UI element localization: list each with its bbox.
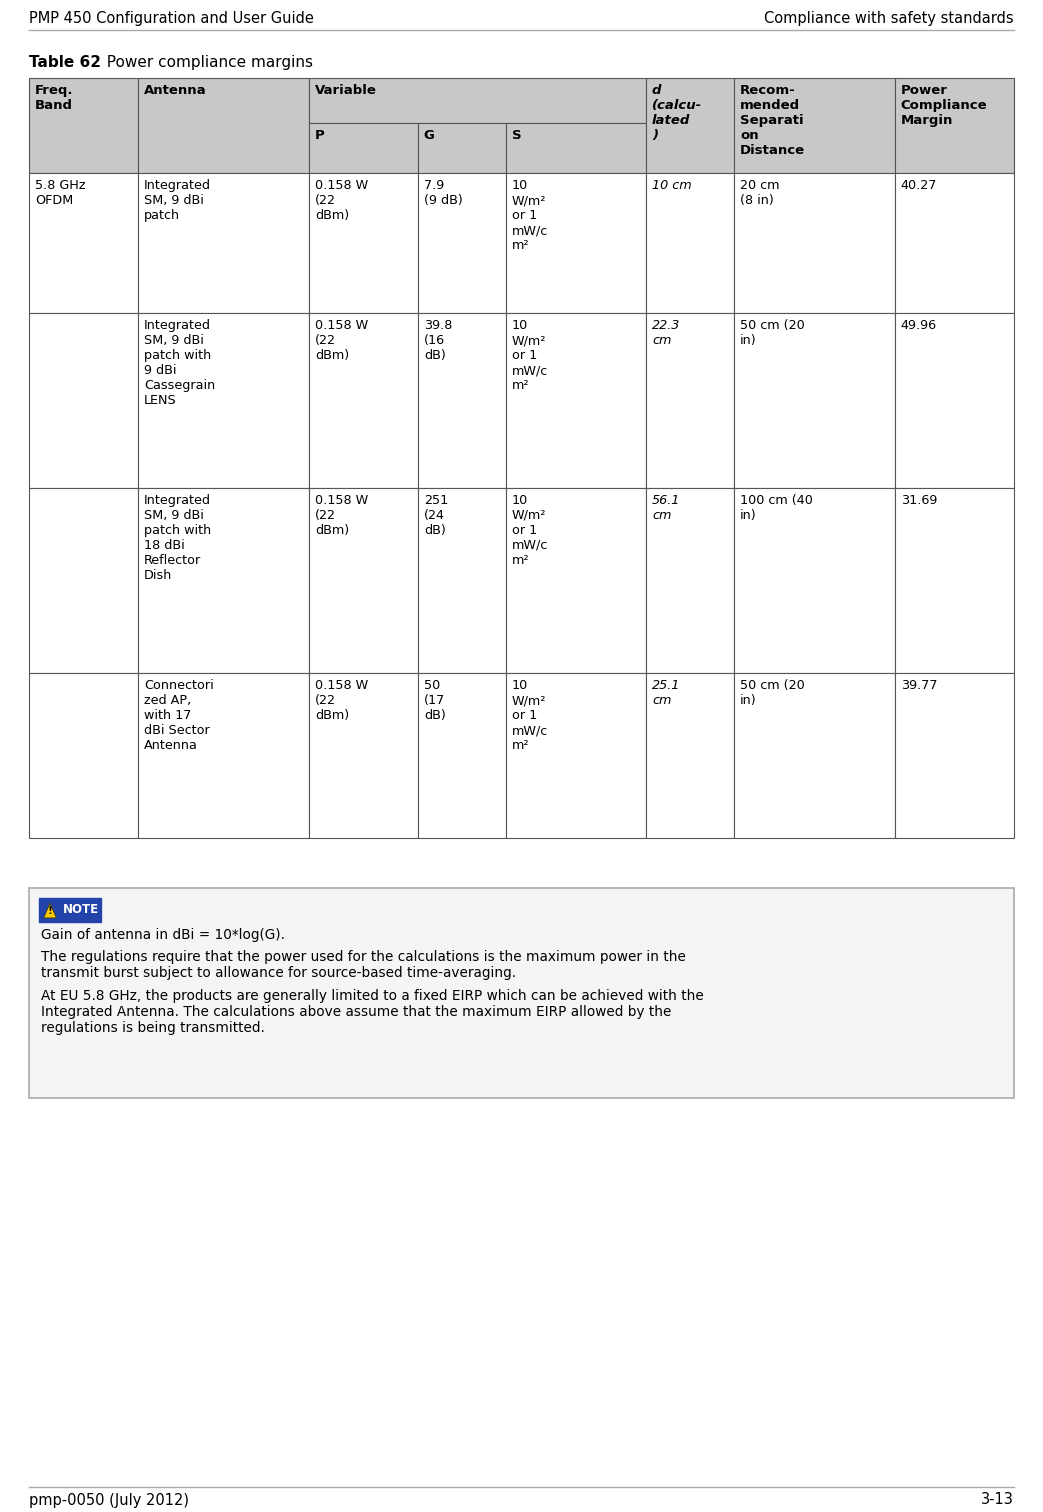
- Polygon shape: [44, 903, 56, 918]
- Text: 10
W/m²
or 1
mW/c
m²: 10 W/m² or 1 mW/c m²: [512, 319, 549, 392]
- Text: !: !: [48, 906, 52, 916]
- Bar: [309, 79, 646, 122]
- Text: Power
Compliance
Margin: Power Compliance Margin: [901, 85, 988, 127]
- Bar: [895, 313, 1014, 488]
- Bar: [734, 172, 895, 313]
- Text: 0.158 W
(22
dBm): 0.158 W (22 dBm): [315, 319, 368, 361]
- Text: 100 cm (40
in): 100 cm (40 in): [741, 494, 812, 522]
- Bar: [646, 488, 734, 673]
- Text: 50
(17
dB): 50 (17 dB): [423, 679, 445, 723]
- Text: 56.1
cm: 56.1 cm: [652, 494, 680, 522]
- Text: 10
W/m²
or 1
mW/c
m²: 10 W/m² or 1 mW/c m²: [512, 679, 549, 751]
- Text: 251
(24
dB): 251 (24 dB): [423, 494, 448, 537]
- Bar: [418, 172, 506, 313]
- Text: 25.1
cm: 25.1 cm: [652, 679, 680, 708]
- Text: 5.8 GHz
OFDM: 5.8 GHz OFDM: [35, 178, 86, 207]
- Bar: [29, 172, 138, 313]
- Bar: [646, 172, 734, 313]
- Text: Compliance with safety standards: Compliance with safety standards: [765, 12, 1014, 27]
- Text: pmp-0050 (July 2012): pmp-0050 (July 2012): [29, 1492, 189, 1507]
- Bar: [309, 488, 418, 673]
- Bar: [734, 313, 895, 488]
- Text: 22.3
cm: 22.3 cm: [652, 319, 680, 346]
- Bar: [29, 79, 138, 172]
- Bar: [418, 488, 506, 673]
- Text: Connectori
zed AP,
with 17
dBi Sector
Antenna: Connectori zed AP, with 17 dBi Sector An…: [144, 679, 214, 751]
- Bar: [138, 172, 309, 313]
- Text: 39.77: 39.77: [901, 679, 938, 692]
- Text: 0.158 W
(22
dBm): 0.158 W (22 dBm): [315, 679, 368, 723]
- Text: Recom-
mended
Separati
on
Distance: Recom- mended Separati on Distance: [741, 85, 805, 157]
- Text: Power compliance margins: Power compliance margins: [97, 54, 313, 70]
- Text: 20 cm
(8 in): 20 cm (8 in): [741, 178, 779, 207]
- Text: 10
W/m²
or 1
mW/c
m²: 10 W/m² or 1 mW/c m²: [512, 178, 549, 253]
- Bar: [309, 172, 418, 313]
- Bar: [29, 673, 138, 838]
- Bar: [39, 898, 101, 922]
- Text: PMP 450 Configuration and User Guide: PMP 450 Configuration and User Guide: [29, 12, 314, 27]
- Text: 31.69: 31.69: [901, 494, 938, 507]
- Text: G: G: [423, 129, 435, 142]
- Bar: [29, 488, 138, 673]
- Bar: [646, 313, 734, 488]
- Bar: [418, 673, 506, 838]
- Text: d
(calcu-
lated
): d (calcu- lated ): [652, 85, 702, 142]
- Bar: [506, 172, 646, 313]
- Bar: [895, 79, 1014, 172]
- Bar: [418, 313, 506, 488]
- Bar: [734, 488, 895, 673]
- Text: The regulations require that the power used for the calculations is the maximum : The regulations require that the power u…: [41, 950, 686, 980]
- Bar: [138, 673, 309, 838]
- Bar: [734, 79, 895, 172]
- Text: 7.9
(9 dB): 7.9 (9 dB): [423, 178, 462, 207]
- Text: Integrated
SM, 9 dBi
patch with
18 dBi
Reflector
Dish: Integrated SM, 9 dBi patch with 18 dBi R…: [144, 494, 211, 582]
- Bar: [646, 673, 734, 838]
- Text: 50 cm (20
in): 50 cm (20 in): [741, 679, 805, 708]
- Bar: [506, 313, 646, 488]
- Bar: [29, 313, 138, 488]
- Bar: [138, 488, 309, 673]
- Bar: [646, 79, 734, 172]
- Text: 40.27: 40.27: [901, 178, 938, 192]
- Text: S: S: [512, 129, 522, 142]
- Text: Variable: Variable: [315, 85, 377, 97]
- Text: 50 cm (20
in): 50 cm (20 in): [741, 319, 805, 346]
- Text: Gain of antenna in dBi = 10*log(G).: Gain of antenna in dBi = 10*log(G).: [41, 928, 285, 942]
- Text: 0.158 W
(22
dBm): 0.158 W (22 dBm): [315, 178, 368, 222]
- Text: Table 62: Table 62: [29, 54, 101, 70]
- Text: Antenna: Antenna: [144, 85, 207, 97]
- Bar: [506, 122, 646, 172]
- Bar: [895, 673, 1014, 838]
- Bar: [29, 888, 1014, 1098]
- Bar: [138, 79, 309, 172]
- Text: 10 cm: 10 cm: [652, 178, 692, 192]
- Bar: [506, 488, 646, 673]
- Text: Integrated
SM, 9 dBi
patch: Integrated SM, 9 dBi patch: [144, 178, 211, 222]
- Bar: [895, 488, 1014, 673]
- Text: At EU 5.8 GHz, the products are generally limited to a fixed EIRP which can be a: At EU 5.8 GHz, the products are generall…: [41, 989, 704, 1036]
- Bar: [309, 673, 418, 838]
- Bar: [895, 172, 1014, 313]
- Bar: [734, 673, 895, 838]
- Bar: [309, 313, 418, 488]
- Text: Integrated
SM, 9 dBi
patch with
9 dBi
Cassegrain
LENS: Integrated SM, 9 dBi patch with 9 dBi Ca…: [144, 319, 215, 407]
- Text: P: P: [315, 129, 324, 142]
- Bar: [506, 673, 646, 838]
- Text: 49.96: 49.96: [901, 319, 937, 333]
- Bar: [138, 313, 309, 488]
- Text: 0.158 W
(22
dBm): 0.158 W (22 dBm): [315, 494, 368, 537]
- Text: 3-13: 3-13: [981, 1492, 1014, 1507]
- Text: 10
W/m²
or 1
mW/c
m²: 10 W/m² or 1 mW/c m²: [512, 494, 549, 567]
- Text: NOTE: NOTE: [63, 903, 99, 916]
- Bar: [418, 122, 506, 172]
- Text: Freq.
Band: Freq. Band: [35, 85, 73, 112]
- Text: 39.8
(16
dB): 39.8 (16 dB): [423, 319, 453, 361]
- Bar: [309, 122, 418, 172]
